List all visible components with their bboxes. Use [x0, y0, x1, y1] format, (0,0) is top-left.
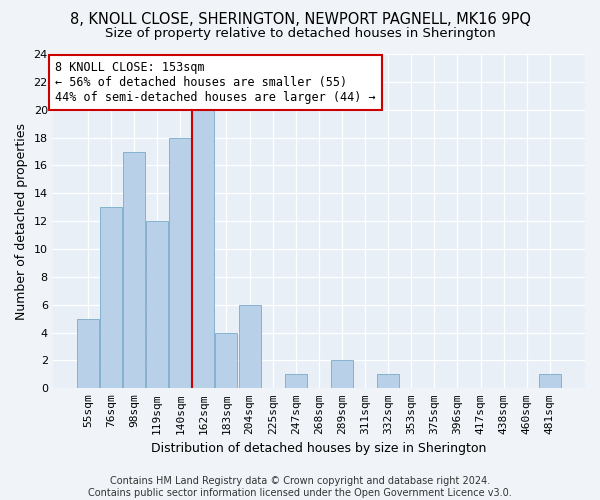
Bar	[331, 360, 353, 388]
Bar	[146, 221, 168, 388]
Text: 8 KNOLL CLOSE: 153sqm
← 56% of detached houses are smaller (55)
44% of semi-deta: 8 KNOLL CLOSE: 153sqm ← 56% of detached …	[55, 60, 376, 104]
Bar	[123, 152, 145, 388]
Bar	[239, 304, 260, 388]
Text: Size of property relative to detached houses in Sherington: Size of property relative to detached ho…	[104, 28, 496, 40]
Bar	[193, 110, 214, 388]
Bar	[169, 138, 191, 388]
Bar	[377, 374, 399, 388]
Bar	[539, 374, 561, 388]
Text: Contains HM Land Registry data © Crown copyright and database right 2024.
Contai: Contains HM Land Registry data © Crown c…	[88, 476, 512, 498]
Bar	[285, 374, 307, 388]
Bar	[215, 332, 238, 388]
Text: 8, KNOLL CLOSE, SHERINGTON, NEWPORT PAGNELL, MK16 9PQ: 8, KNOLL CLOSE, SHERINGTON, NEWPORT PAGN…	[70, 12, 530, 28]
Bar	[100, 207, 122, 388]
Bar	[77, 318, 99, 388]
X-axis label: Distribution of detached houses by size in Sherington: Distribution of detached houses by size …	[151, 442, 487, 455]
Y-axis label: Number of detached properties: Number of detached properties	[15, 122, 28, 320]
